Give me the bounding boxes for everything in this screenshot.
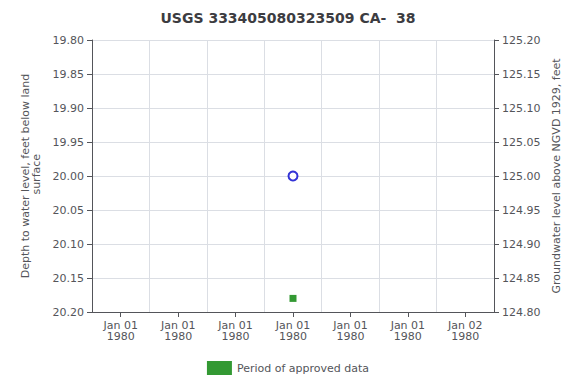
svg-text:Jan 01: Jan 01	[275, 319, 311, 332]
svg-text:Period of approved data: Period of approved data	[237, 362, 369, 375]
svg-text:19.80: 19.80	[53, 34, 85, 47]
svg-text:1980: 1980	[222, 330, 250, 343]
svg-text:20.15: 20.15	[53, 272, 85, 285]
svg-text:19.90: 19.90	[53, 102, 85, 115]
svg-text:Depth to water level, feet bel: Depth to water level, feet below land	[18, 73, 32, 279]
svg-text:124.95: 124.95	[502, 204, 541, 217]
svg-text:Jan 01: Jan 01	[333, 319, 368, 332]
svg-text:Jan 01: Jan 01	[390, 319, 426, 332]
svg-text:1980: 1980	[336, 330, 364, 343]
svg-text:20.10: 20.10	[53, 238, 85, 251]
svg-text:1980: 1980	[164, 330, 192, 343]
svg-text:surface: surface	[30, 154, 43, 198]
svg-text:125.20: 125.20	[502, 34, 541, 47]
svg-text:1980: 1980	[279, 330, 307, 343]
svg-text:Jan 02: Jan 02	[448, 319, 483, 332]
svg-text:1980: 1980	[451, 330, 479, 343]
svg-text:125.15: 125.15	[502, 68, 541, 81]
svg-text:19.85: 19.85	[53, 68, 85, 81]
svg-text:1980: 1980	[394, 330, 422, 343]
svg-text:20.20: 20.20	[53, 306, 85, 319]
svg-text:Jan 01: Jan 01	[103, 319, 138, 332]
svg-text:Groundwater level above NGVD 1: Groundwater level above NGVD 1929, feet	[550, 58, 563, 294]
svg-text:124.90: 124.90	[502, 238, 541, 251]
svg-text:USGS 333405080323509 CA- 38: USGS 333405080323509 CA- 38	[160, 10, 415, 26]
svg-text:1980: 1980	[107, 330, 135, 343]
svg-text:20.00: 20.00	[53, 170, 85, 183]
svg-text:19.95: 19.95	[53, 136, 85, 149]
svg-text:124.85: 124.85	[502, 272, 541, 285]
svg-text:125.10: 125.10	[502, 102, 541, 115]
svg-text:124.80: 124.80	[502, 306, 541, 319]
svg-text:125.05: 125.05	[502, 136, 541, 149]
svg-text:20.05: 20.05	[53, 204, 85, 217]
svg-text:Jan 01: Jan 01	[160, 319, 196, 332]
svg-text:125.00: 125.00	[502, 170, 541, 183]
svg-text:Jan 01: Jan 01	[218, 319, 253, 332]
